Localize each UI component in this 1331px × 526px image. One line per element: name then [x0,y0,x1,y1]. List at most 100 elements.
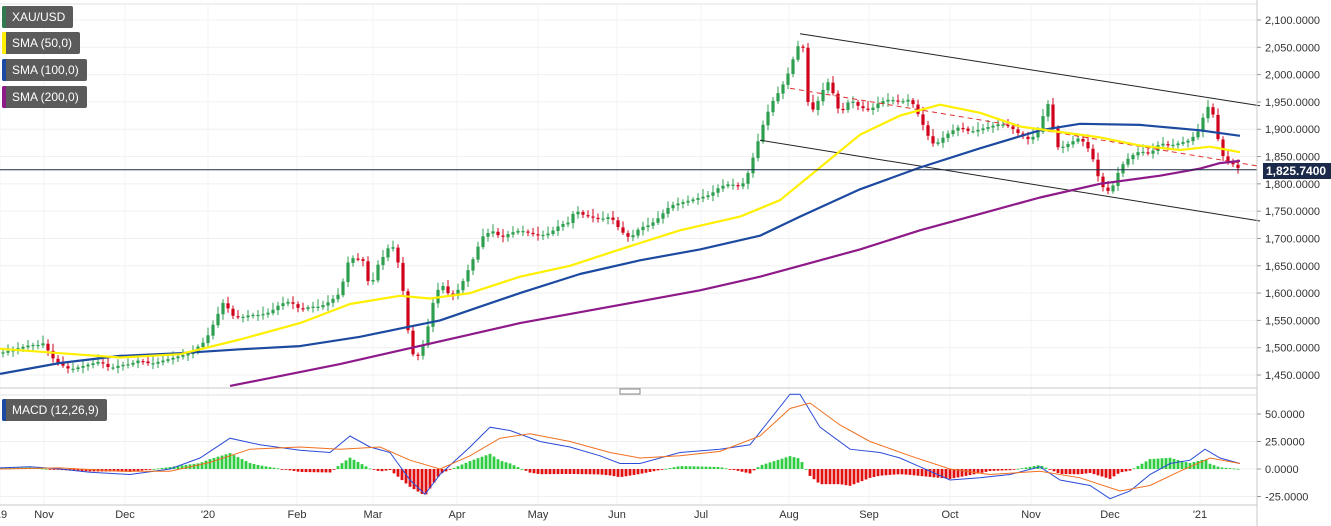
legend-sma200[interactable]: SMA (200,0) [2,86,87,108]
macd-histogram-bar [1088,469,1092,473]
candle-body [1096,159,1100,177]
candle-body [1011,126,1015,129]
candle-body [31,344,35,347]
candle-body [286,301,290,304]
macd-histogram-bar [1160,458,1164,469]
macd-histogram-bar [1084,469,1088,474]
legend-macd[interactable]: MACD (12,26,9) [2,399,107,421]
candle-body [241,316,245,319]
candle-body [666,207,670,214]
macd-histogram-bar [580,469,584,475]
macd-histogram-bar [508,463,512,469]
macd-histogram-bar [592,469,596,475]
macd-histogram-bar [620,469,624,477]
candle-body [151,363,155,365]
candle-body [871,107,875,111]
macd-histogram-bar [920,469,924,477]
candle-body [401,262,405,291]
macd-histogram-bar [296,469,300,472]
candle-body [51,350,55,359]
candle-body [321,305,325,308]
candle-body [291,302,295,304]
macd-histogram-bar [1124,469,1128,472]
macd-histogram-bar [52,469,56,470]
macd-histogram-bar [756,467,760,469]
macd-histogram-bar [404,469,408,484]
candle-body [96,361,100,364]
candle-body [171,357,175,360]
macd-histogram-bar [264,466,268,469]
candle-body [1091,148,1095,160]
candle-body [1181,142,1185,144]
macd-histogram-bar [860,469,864,482]
macd-histogram-bar [460,464,464,469]
candle-body [716,188,720,193]
macd-histogram-bar [992,469,996,471]
macd-tick-label: 0.0000 [1265,464,1299,476]
x-tick-label: May [528,509,549,521]
macd-histogram-bar [244,461,248,469]
macd-histogram-bar [660,469,664,470]
price-tick-label: 1,450.0000 [1265,370,1320,382]
macd-histogram-bar [1188,463,1192,469]
channel-lower-line [759,139,1261,222]
macd-histogram-bar [772,461,776,469]
candle-body [906,99,910,102]
candle-body [381,257,385,266]
macd-histogram-bar [908,469,912,475]
legend-swatch [2,86,6,108]
candle-body [56,358,60,363]
candle-body [776,93,780,102]
legend-sma100[interactable]: SMA (100,0) [2,59,87,81]
indicator-lines [0,33,1261,387]
macd-histogram-bar [416,469,420,492]
macd-histogram-bar [88,469,92,472]
price-panel-frame [0,3,1258,389]
macd-histogram-bar [1032,466,1036,469]
candle-body [671,204,675,209]
candle-body [1141,151,1145,154]
macd-histogram-bar [736,469,740,471]
candle-body [746,172,750,184]
macd-histogram-bar [1060,469,1064,474]
candle-body [1151,150,1155,154]
legend-sma50[interactable]: SMA (50,0) [2,32,81,54]
macd-histogram-bar [1056,469,1060,474]
price-tick-label: 2,050.0000 [1265,42,1320,54]
macd-histogram-bar [568,469,572,474]
candle-body [341,281,345,296]
legend-xauusd[interactable]: XAU/USD [2,6,74,28]
candle-body [236,316,240,318]
candle-body [411,330,415,355]
macd-histogram-bar [536,469,540,474]
macd-histogram-bar [176,465,180,469]
macd-histogram-bar [1100,469,1104,477]
macd-histogram-bar [996,469,1000,471]
candle-body [1146,152,1150,154]
macd-histogram-bar [740,469,744,472]
price-tick-label: 1,750.0000 [1265,206,1320,218]
candle-body [366,261,370,282]
candle-body [361,259,365,261]
macd-histogram-bar [960,469,964,477]
macd-histogram-bar [836,469,840,485]
macd-histogram-bar [820,469,824,485]
candle-body [976,129,980,132]
macd-histogram-bar [168,467,172,469]
macd-histogram-bar [1104,469,1108,478]
candle-body [136,360,140,364]
price-tick-label: 1,950.0000 [1265,97,1320,109]
candle-body [121,364,125,367]
macd-histogram-bar [656,469,660,471]
candle-body [1051,104,1055,129]
macd-histogram-bar [712,466,716,469]
macd-histogram-bar [788,456,792,469]
macd-histogram-bar [1068,469,1072,475]
macd-histogram-bar [512,465,516,469]
macd-histogram-bar [928,469,932,477]
candle-body [946,133,950,139]
candle-body [986,127,990,129]
x-tick-label: Mar [364,509,383,521]
macd-histogram-bar [1000,469,1004,471]
